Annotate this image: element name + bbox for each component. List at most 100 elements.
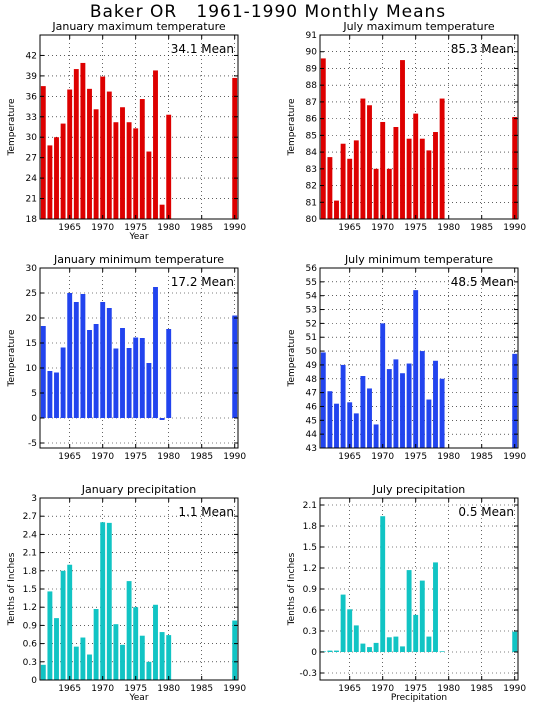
x-tick-label: 1985 bbox=[190, 684, 213, 694]
bar-1970 bbox=[100, 522, 106, 680]
bar-1962 bbox=[327, 650, 333, 652]
y-tick-label: 5 bbox=[31, 389, 37, 399]
chart-title: July maximum temperature bbox=[342, 20, 495, 33]
y-tick-label: 30 bbox=[26, 133, 38, 143]
y-tick-label: 86 bbox=[306, 115, 318, 125]
bar-1966 bbox=[353, 140, 359, 219]
bar-1975 bbox=[413, 113, 419, 219]
bar-1963 bbox=[54, 137, 59, 219]
bar-1973 bbox=[120, 328, 125, 418]
mean-annotation: 34.1 Mean bbox=[171, 42, 234, 56]
bar-1979 bbox=[439, 651, 445, 652]
bar-1971 bbox=[106, 308, 112, 418]
bar-1969 bbox=[373, 168, 379, 219]
bar-1975 bbox=[133, 128, 139, 219]
bar-1978 bbox=[433, 562, 438, 652]
bar-1975 bbox=[413, 614, 419, 652]
bar-1967 bbox=[360, 98, 366, 219]
x-tick-label: 1975 bbox=[124, 684, 147, 694]
bar-1975 bbox=[133, 337, 139, 418]
plot-frame bbox=[319, 34, 519, 220]
bar-1965 bbox=[67, 564, 73, 680]
y-tick-label: 3 bbox=[31, 494, 37, 504]
bar-1967 bbox=[80, 294, 86, 418]
bar-1979 bbox=[159, 204, 165, 219]
y-tick-label: 88 bbox=[306, 81, 318, 91]
x-tick-label: 1975 bbox=[124, 223, 147, 233]
bar-1972 bbox=[393, 636, 399, 652]
bar-1972 bbox=[393, 359, 399, 448]
y-tick-label: 0 bbox=[31, 676, 37, 686]
bar-1964 bbox=[340, 143, 346, 219]
y-tick-label: 0.6 bbox=[303, 606, 318, 616]
bar-1963 bbox=[334, 650, 339, 652]
chart-title: July precipitation bbox=[372, 483, 466, 496]
page-title: Baker OR 1961-1990 Monthly Means bbox=[89, 2, 447, 22]
bar-1977 bbox=[426, 636, 432, 652]
bar-1966 bbox=[353, 625, 359, 652]
chart-5: January precipitation 0 0.3 0.6 0.9 1.2 1.5 1.8… bbox=[7, 483, 246, 703]
y-tick-label: 2.4 bbox=[23, 530, 38, 540]
bar-1962 bbox=[47, 591, 53, 680]
x-tick-label: 1970 bbox=[371, 452, 394, 462]
bar-1976 bbox=[419, 351, 425, 448]
bar-1990 bbox=[512, 116, 518, 219]
x-tick-label: 1975 bbox=[404, 684, 427, 694]
y-tick-label: 47 bbox=[306, 389, 317, 399]
bar-1968 bbox=[87, 88, 92, 219]
y-axis-label: Temperature bbox=[287, 329, 297, 387]
bar-1966 bbox=[73, 302, 79, 418]
bar-1968 bbox=[367, 388, 372, 448]
x-tick-label: 1965 bbox=[338, 452, 361, 462]
bar-1969 bbox=[373, 642, 379, 652]
x-tick-label: 1985 bbox=[470, 223, 493, 233]
bar-1973 bbox=[400, 646, 405, 652]
y-tick-label: 44 bbox=[306, 430, 318, 440]
bar-1976 bbox=[419, 138, 425, 219]
bar-1968 bbox=[87, 654, 92, 680]
x-tick-label: 1975 bbox=[124, 452, 147, 462]
y-tick-label: 0 bbox=[311, 648, 317, 658]
bar-1966 bbox=[73, 69, 79, 220]
x-tick-label: 1970 bbox=[91, 452, 114, 462]
y-tick-label: -0.3 bbox=[299, 669, 317, 679]
y-tick-label: 91 bbox=[306, 31, 317, 41]
x-axis-label: Year bbox=[128, 693, 148, 703]
bar-1980 bbox=[166, 329, 172, 418]
x-tick-label: 1980 bbox=[437, 684, 460, 694]
plot-frame bbox=[319, 267, 519, 449]
y-tick-label: 0 bbox=[31, 414, 37, 424]
y-tick-label: 27 bbox=[26, 154, 37, 164]
bar-1978 bbox=[433, 360, 438, 448]
bar-1965 bbox=[67, 293, 73, 418]
y-tick-label: 21 bbox=[26, 195, 37, 205]
x-tick-label: 1990 bbox=[223, 452, 246, 462]
y-tick-label: 55 bbox=[306, 278, 317, 288]
bar-1970 bbox=[380, 516, 386, 652]
x-tick-label: 1975 bbox=[404, 452, 427, 462]
y-tick-label: 39 bbox=[26, 72, 38, 82]
bar-1977 bbox=[146, 661, 152, 680]
bar-1966 bbox=[73, 646, 79, 680]
y-tick-label: 87 bbox=[306, 98, 317, 108]
bar-1970 bbox=[380, 121, 386, 219]
bar-1978 bbox=[153, 70, 158, 219]
mean-annotation: 0.5 Mean bbox=[458, 505, 514, 519]
x-tick-label: 1965 bbox=[338, 223, 361, 233]
bar-1969 bbox=[93, 109, 99, 219]
bar-1961 bbox=[40, 664, 46, 680]
x-axis-label: Year bbox=[128, 232, 148, 242]
x-tick-label: 1980 bbox=[157, 684, 180, 694]
y-tick-label: 25 bbox=[26, 289, 37, 299]
bar-1973 bbox=[400, 373, 405, 448]
x-tick-label: 1980 bbox=[437, 223, 460, 233]
y-tick-label: 84 bbox=[306, 148, 318, 158]
y-tick-label: 2.7 bbox=[23, 512, 37, 522]
y-tick-label: 51 bbox=[306, 333, 317, 343]
bar-1990 bbox=[512, 353, 518, 448]
x-tick-label: 1975 bbox=[404, 223, 427, 233]
bar-1976 bbox=[139, 635, 145, 680]
y-tick-label: 18 bbox=[26, 215, 38, 225]
bar-1964 bbox=[340, 364, 346, 448]
